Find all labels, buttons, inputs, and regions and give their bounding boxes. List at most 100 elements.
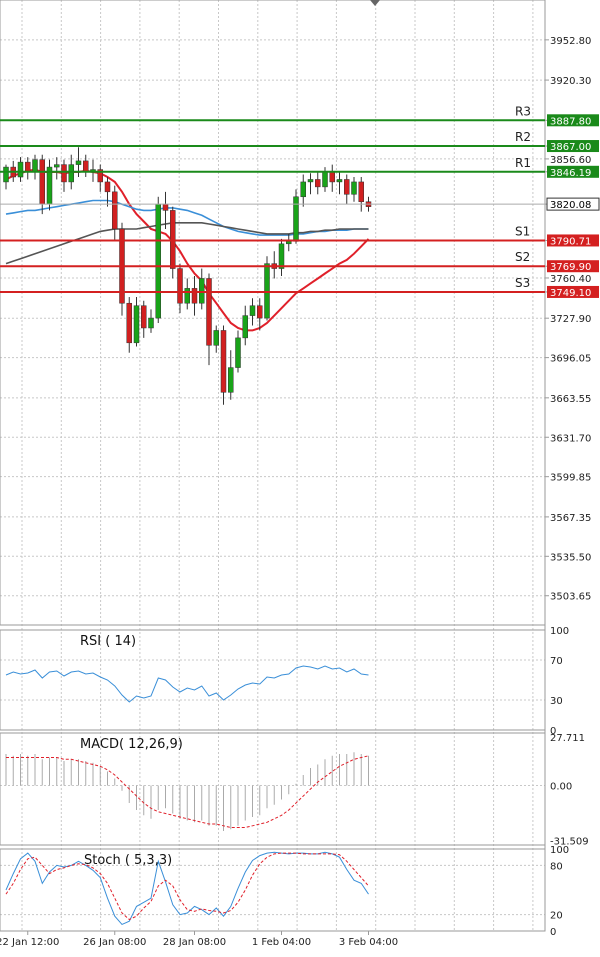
candle-body [329, 171, 335, 183]
level-value-box [547, 234, 599, 247]
price-tick-label: 3696.05 [550, 354, 591, 365]
price-tick-label: 3727.90 [550, 314, 591, 325]
candle-body [32, 159, 38, 173]
level-value-box [547, 114, 599, 127]
level-value-label: 3790.71 [550, 236, 591, 247]
candle-body [300, 181, 306, 198]
rsi-tick-label: 0 [550, 726, 556, 737]
level-name-s2: S2 [515, 250, 530, 264]
x-tick-label: 26 Jan 08:00 [83, 937, 146, 948]
stoch-signal-line [5, 852, 369, 921]
candle-body [104, 181, 111, 193]
candle-body [68, 164, 74, 183]
candle-body [315, 179, 321, 188]
rsi-title: RSI ( 14) [80, 634, 136, 649]
candle-body [322, 171, 328, 188]
rsi-tick-label: 30 [550, 696, 563, 707]
candle-body [25, 161, 31, 173]
candle-body [184, 288, 190, 304]
stoch-tick-label: 80 [550, 861, 563, 872]
candle-body [162, 203, 169, 211]
candle-body [336, 179, 343, 183]
candle-body [75, 160, 82, 165]
level-value-label: 3769.90 [550, 262, 591, 273]
labels: R3 3887.80 R2 3867.00 R1 3846.19 S1 3790.71 S2 37… [80, 0, 600, 868]
candle-body [220, 330, 227, 393]
price-tick-label: 3567.35 [550, 513, 591, 524]
candle-body [344, 179, 350, 195]
level-value-label: 3749.10 [550, 288, 591, 299]
level-name-s1: S1 [515, 224, 530, 238]
candle-body [235, 337, 241, 368]
level-value-box [547, 165, 599, 178]
candle-body [83, 160, 89, 173]
price-tick-label: 3856.60 [550, 155, 591, 166]
candle-body [126, 302, 132, 344]
candle-body [249, 305, 256, 316]
level-name-s3: S3 [515, 276, 530, 290]
rsi-panel [5, 665, 369, 703]
price-tick-label: 3503.65 [550, 592, 591, 603]
candle-body [278, 243, 285, 269]
price-tick-label: 3952.80 [550, 36, 591, 47]
candle-body [54, 164, 60, 168]
price-tick-label: 3663.55 [550, 394, 591, 405]
level-value-label: 3846.19 [550, 168, 591, 179]
macd-panel [5, 752, 369, 831]
candle-body [264, 263, 270, 319]
candle-body [39, 159, 45, 205]
candle-body [257, 305, 263, 319]
candle-body [358, 181, 364, 202]
candle-body [293, 196, 299, 242]
rsi-line [5, 665, 369, 703]
macd-tick-label: -31.509 [550, 837, 589, 848]
level-value-box [547, 285, 599, 298]
level-name-r3: R3 [515, 104, 531, 118]
candle-body [206, 278, 212, 346]
x-tick-label: 22 Jan 12:00 [0, 937, 59, 948]
candle-body [133, 305, 140, 344]
macd-signal-line [6, 755, 369, 828]
moving-average-line [5, 222, 369, 265]
stoch-tick-label: 0 [550, 927, 556, 938]
x-tick-label: 1 Feb 04:00 [252, 937, 311, 948]
x-tick-label: 28 Jan 08:00 [163, 937, 226, 948]
candle-body [61, 164, 67, 183]
axes: 3952.80 3920.30 3856.60 3760.40 3727.90 3696.… [0, 36, 591, 948]
level-value-box [547, 140, 599, 153]
level-value-label: 3887.80 [550, 116, 591, 127]
level-value-box [547, 260, 599, 273]
level-value-label: 3867.00 [550, 142, 591, 153]
stoch-tick-label: 20 [550, 911, 563, 922]
macd-title: MACD( 12,26,9) [80, 737, 183, 752]
macd-tick-label: 27.711 [550, 733, 585, 744]
rsi-tick-label: 70 [550, 656, 563, 667]
candle-body [177, 268, 183, 304]
candle-body [112, 191, 118, 230]
candle-body [148, 317, 154, 329]
scroll-marker-icon [370, 0, 380, 6]
current-price-box [546, 197, 600, 211]
panel-frames [0, 0, 546, 932]
candle-body [351, 181, 357, 195]
moving-average-line [5, 199, 369, 236]
current-price-label: 3820.08 [550, 200, 591, 211]
candle-body [228, 367, 234, 393]
level-name-r1: R1 [515, 156, 531, 170]
candle-body [213, 330, 219, 346]
price-tick-label: 3535.50 [550, 552, 591, 563]
stoch-tick-label: 100 [550, 845, 569, 856]
stoch-panel [5, 851, 369, 926]
candle-body [3, 166, 9, 183]
candle-body [242, 315, 248, 339]
rsi-tick-label: 100 [550, 626, 569, 637]
grid [0, 0, 545, 931]
x-tick-label: 3 Feb 04:00 [339, 937, 398, 948]
price-panel [0, 119, 545, 405]
price-tick-label: 3760.40 [550, 274, 591, 285]
candle-body [199, 278, 205, 304]
candle-body [286, 241, 292, 245]
stoch-title: Stoch ( 5,3,3) [84, 853, 172, 868]
